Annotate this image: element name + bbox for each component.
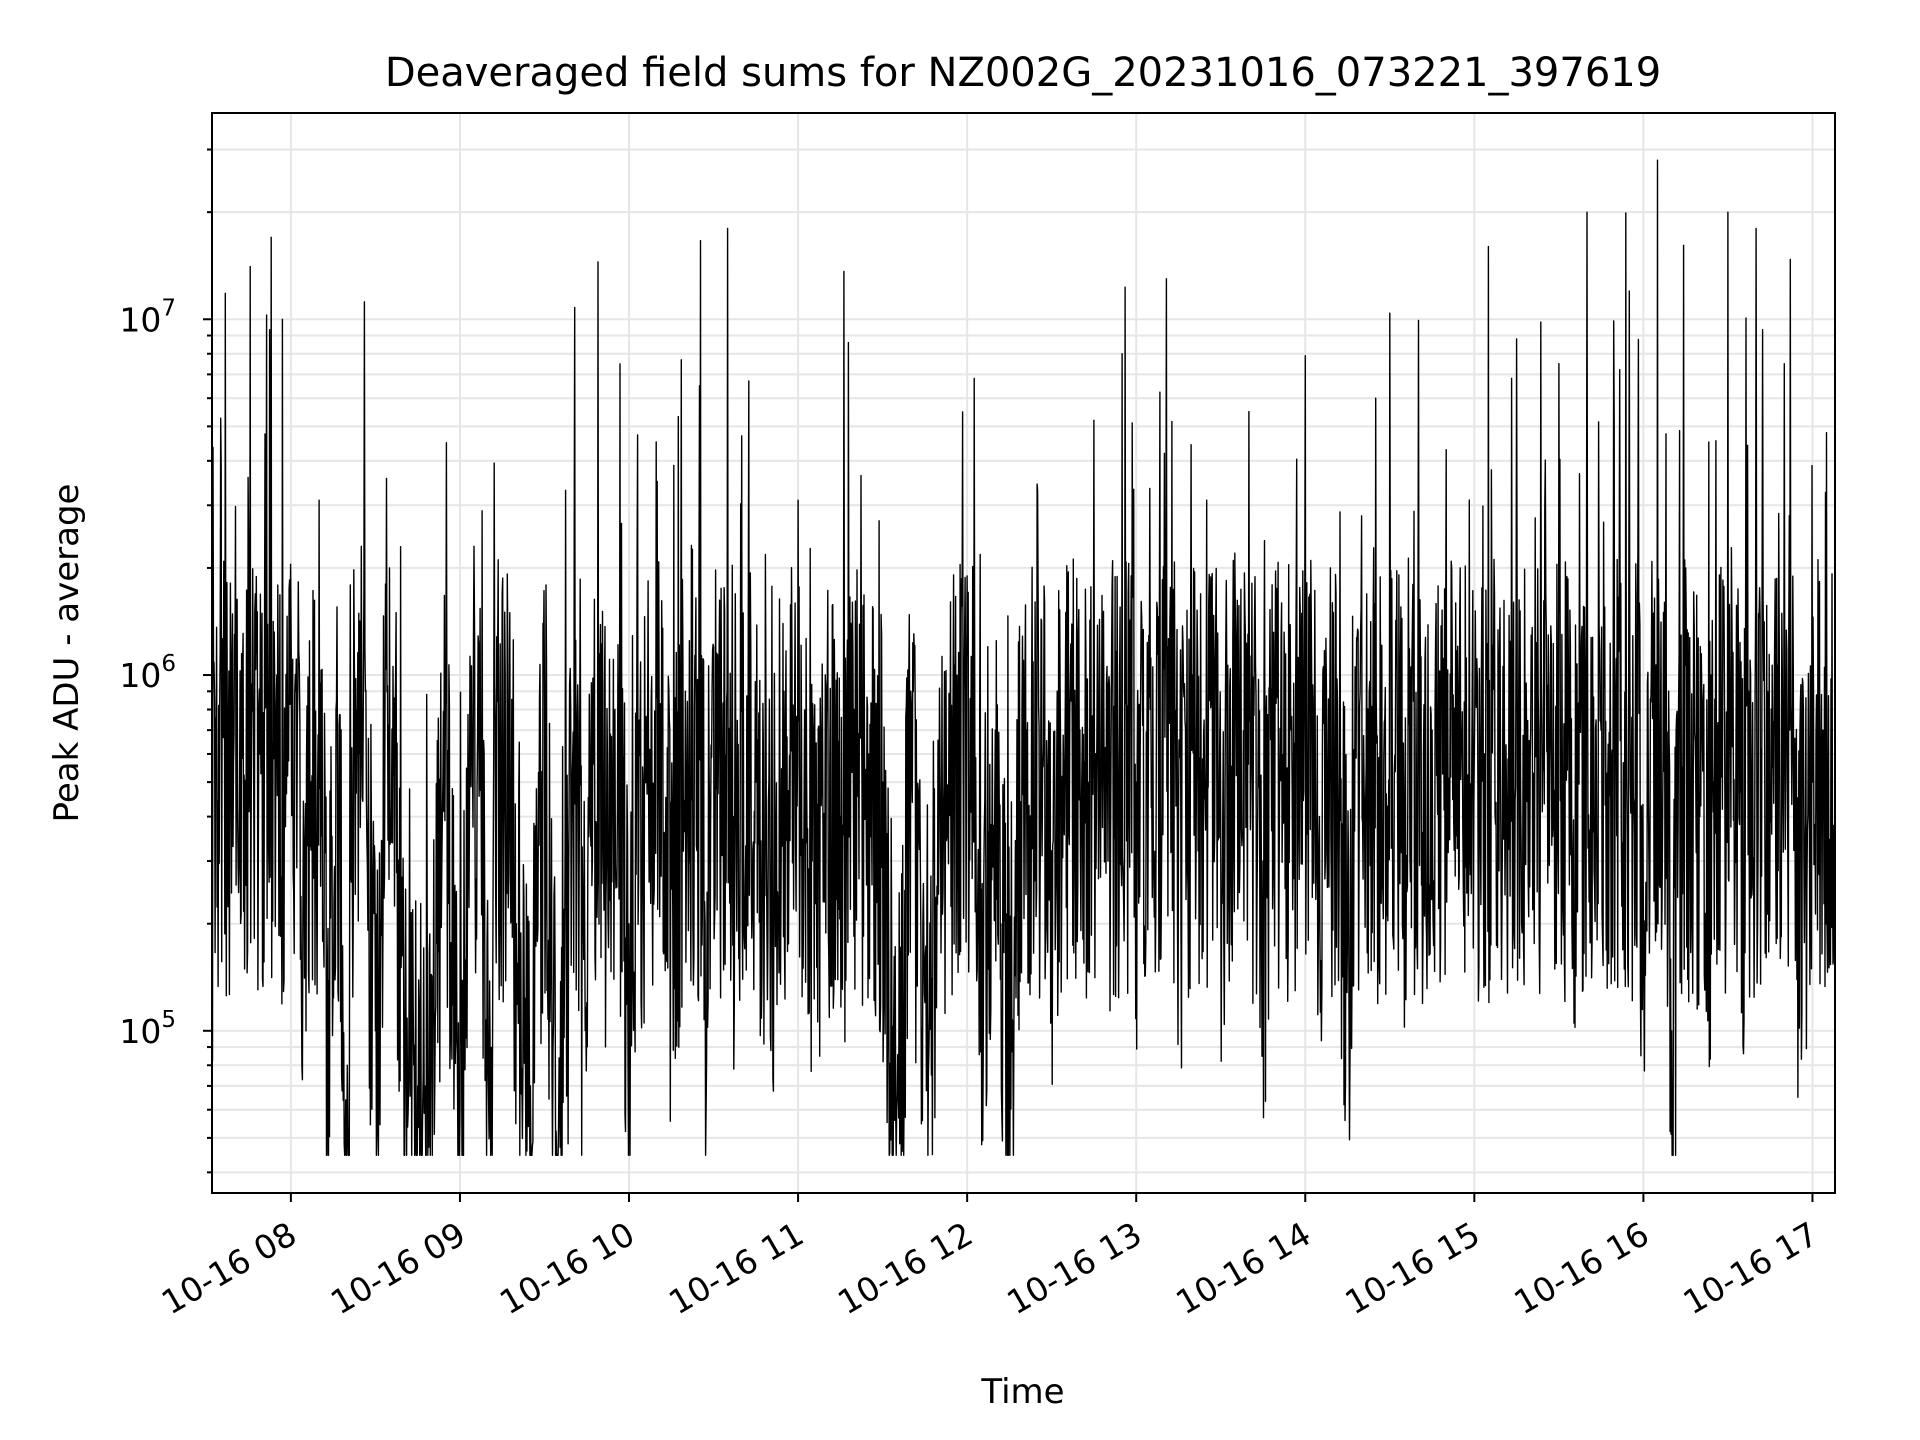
axis-ticks	[203, 148, 1814, 1202]
series-layer	[212, 159, 1835, 1156]
y-tick-label: 105	[119, 1007, 176, 1051]
x-tick-label: 10-16 17	[1676, 1214, 1824, 1322]
y-tick-label: 107	[119, 295, 176, 339]
y-axis-label: Peak ADU - average	[47, 484, 87, 823]
x-tick-label: 10-16 11	[662, 1214, 810, 1322]
y-tick-labels: 105 106 107	[119, 295, 176, 1051]
x-axis-label: Time	[980, 1372, 1064, 1412]
x-tick-labels: 10-16 08 10-16 09 10-16 10 10-16 11 10-16 12…	[155, 1214, 1825, 1322]
x-tick-label: 10-16 10	[493, 1214, 641, 1322]
x-tick-label: 10-16 09	[324, 1214, 472, 1322]
x-tick-label: 10-16 15	[1338, 1214, 1486, 1322]
y-tick-label: 106	[119, 651, 176, 695]
series-line	[212, 159, 1835, 1156]
x-tick-label: 10-16 14	[1169, 1214, 1317, 1322]
plot-frame	[211, 112, 1836, 1194]
chart-title: Deaveraged field sums for NZ002G_2023101…	[385, 50, 1661, 96]
x-tick-label: 10-16 13	[1000, 1214, 1148, 1322]
x-tick-label: 10-16 08	[155, 1214, 303, 1322]
x-tick-label: 10-16 12	[831, 1214, 979, 1322]
x-tick-label: 10-16 16	[1507, 1214, 1655, 1322]
